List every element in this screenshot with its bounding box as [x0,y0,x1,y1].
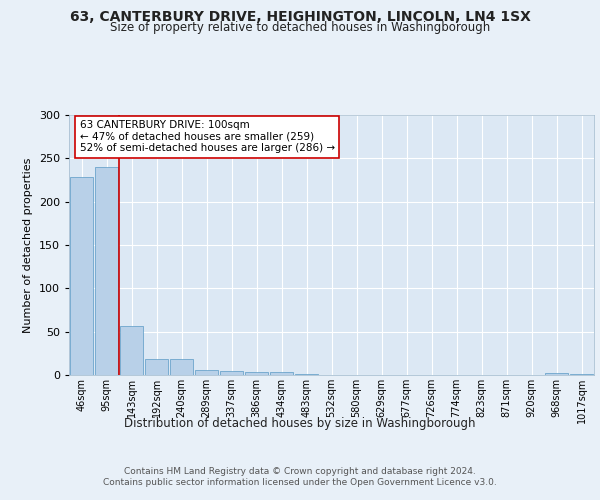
Bar [170,360,193,375]
Bar [545,374,568,375]
Text: Size of property relative to detached houses in Washingborough: Size of property relative to detached ho… [110,21,490,34]
Bar [95,167,118,375]
Text: Distribution of detached houses by size in Washingborough: Distribution of detached houses by size … [124,418,476,430]
Bar [70,178,94,375]
Bar [194,370,218,375]
Bar [220,370,244,375]
Text: Contains HM Land Registry data © Crown copyright and database right 2024.
Contai: Contains HM Land Registry data © Crown c… [103,468,497,487]
Bar [269,372,293,375]
Y-axis label: Number of detached properties: Number of detached properties [23,158,33,332]
Bar [145,360,169,375]
Text: 63 CANTERBURY DRIVE: 100sqm
← 47% of detached houses are smaller (259)
52% of se: 63 CANTERBURY DRIVE: 100sqm ← 47% of det… [79,120,335,154]
Bar [119,326,143,375]
Bar [295,374,319,375]
Bar [245,372,268,375]
Bar [569,374,593,375]
Text: 63, CANTERBURY DRIVE, HEIGHINGTON, LINCOLN, LN4 1SX: 63, CANTERBURY DRIVE, HEIGHINGTON, LINCO… [70,10,530,24]
